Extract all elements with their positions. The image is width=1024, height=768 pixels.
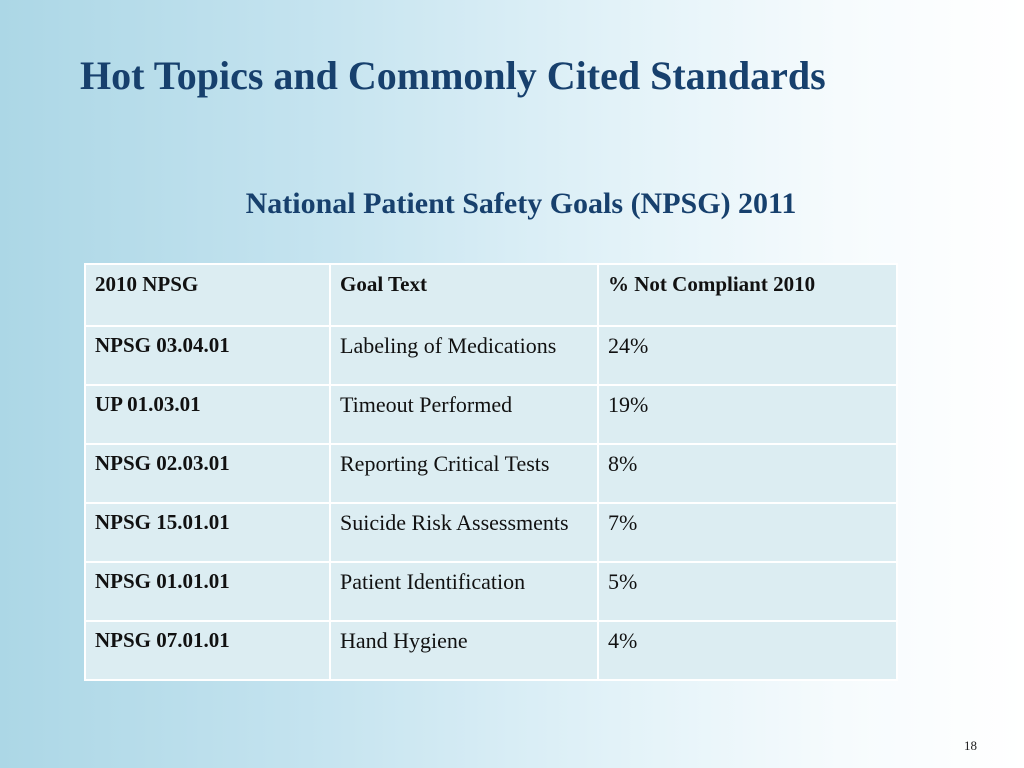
table-header-row: 2010 NPSG Goal Text % Not Compliant 2010 xyxy=(84,263,898,327)
percent-cell: 5% xyxy=(597,561,898,622)
npsg-table: 2010 NPSG Goal Text % Not Compliant 2010… xyxy=(84,263,898,681)
npsg-id-cell: UP 01.03.01 xyxy=(84,384,331,445)
page-number: 18 xyxy=(964,738,977,753)
table-row: NPSG 01.01.01 Patient Identification 5% xyxy=(84,561,898,622)
goal-text-cell: Labeling of Medications xyxy=(329,325,599,386)
percent-cell: 24% xyxy=(597,325,898,386)
npsg-id-cell: NPSG 03.04.01 xyxy=(84,325,331,386)
goal-text-cell: Suicide Risk Assessments xyxy=(329,502,599,563)
header-goal-text: Goal Text xyxy=(329,263,599,327)
header-percent-not-compliant: % Not Compliant 2010 xyxy=(597,263,898,327)
table-row: NPSG 15.01.01 Suicide Risk Assessments 7… xyxy=(84,502,898,563)
table-row: UP 01.03.01 Timeout Performed 19% xyxy=(84,384,898,445)
goal-text-cell: Patient Identification xyxy=(329,561,599,622)
goal-text-cell: Reporting Critical Tests xyxy=(329,443,599,504)
npsg-id-cell: NPSG 15.01.01 xyxy=(84,502,331,563)
slide-title: Hot Topics and Commonly Cited Standards xyxy=(80,53,826,98)
goal-text-cell: Timeout Performed xyxy=(329,384,599,445)
table-row: NPSG 02.03.01 Reporting Critical Tests 8… xyxy=(84,443,898,504)
npsg-id-cell: NPSG 01.01.01 xyxy=(84,561,331,622)
header-npsg: 2010 NPSG xyxy=(84,263,331,327)
table-row: NPSG 03.04.01 Labeling of Medications 24… xyxy=(84,325,898,386)
percent-cell: 19% xyxy=(597,384,898,445)
table-row: NPSG 07.01.01 Hand Hygiene 4% xyxy=(84,620,898,681)
slide-subtitle: National Patient Safety Goals (NPSG) 201… xyxy=(245,187,797,220)
percent-cell: 4% xyxy=(597,620,898,681)
goal-text-cell: Hand Hygiene xyxy=(329,620,599,681)
percent-cell: 8% xyxy=(597,443,898,504)
percent-cell: 7% xyxy=(597,502,898,563)
npsg-id-cell: NPSG 02.03.01 xyxy=(84,443,331,504)
npsg-id-cell: NPSG 07.01.01 xyxy=(84,620,331,681)
